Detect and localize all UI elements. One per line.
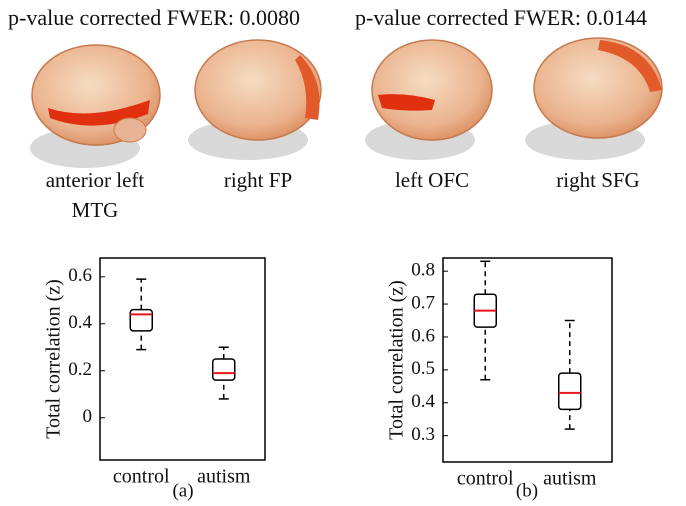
y-tick-label: 0.2	[68, 359, 92, 380]
brain-images	[30, 38, 662, 168]
brain	[372, 40, 492, 140]
caption: (a)	[172, 480, 193, 501]
y-axis-label: Total correlation (z)	[43, 279, 65, 439]
chart-title: p-value corrected FWER: 0.0080	[8, 5, 300, 30]
y-tick-label: 0	[83, 406, 93, 427]
y-tick-label: 0.6	[411, 325, 435, 346]
brain	[195, 40, 321, 140]
region-label: MTG	[72, 198, 119, 222]
plot-frame	[100, 258, 265, 460]
cerebellum	[114, 118, 146, 142]
region-label: anterior left	[46, 168, 145, 192]
region-label: right FP	[224, 168, 292, 192]
brain	[534, 38, 662, 138]
y-tick-label: 0.5	[411, 358, 435, 379]
x-tick-label: control	[113, 466, 170, 488]
box	[213, 359, 235, 380]
x-tick-label: autism	[197, 466, 251, 488]
caption: (b)	[516, 480, 538, 501]
x-tick-label: control	[457, 468, 514, 490]
x-tick-label: autism	[543, 468, 597, 490]
y-tick-label: 0.4	[68, 312, 92, 333]
plot-frame	[443, 258, 612, 462]
figure: p-value corrected FWER: 0.0080 anterior l…	[0, 0, 686, 506]
region-label: left OFC	[395, 168, 469, 192]
box	[130, 310, 152, 331]
box	[559, 373, 581, 409]
region-label: right SFG	[556, 168, 639, 192]
y-tick-label: 0.4	[411, 391, 435, 412]
y-axis-label: Total correlation (z)	[386, 280, 408, 440]
y-tick-label: 0.7	[411, 292, 435, 313]
y-tick-label: 0.3	[411, 424, 435, 445]
y-tick-label: 0.8	[411, 260, 435, 281]
y-tick-label: 0.6	[68, 265, 92, 286]
chart-title: p-value corrected FWER: 0.0144	[355, 5, 647, 30]
